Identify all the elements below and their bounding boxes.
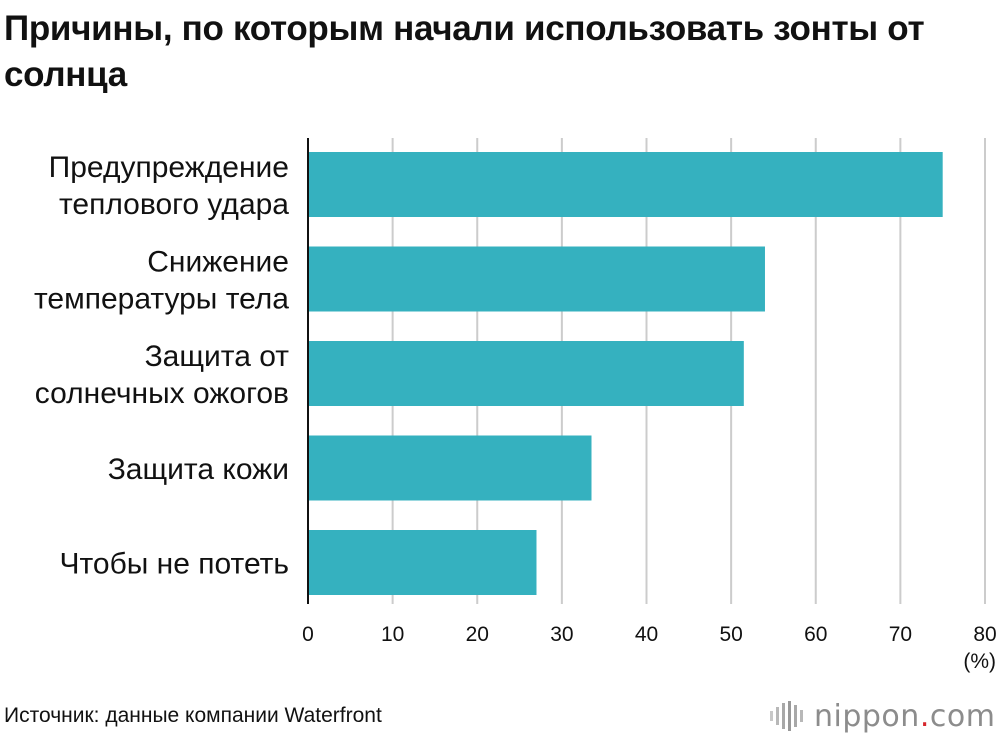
bar (308, 435, 592, 501)
bar (308, 341, 744, 406)
x-tick-label: 80 (973, 623, 996, 646)
category-label: температуры тела (34, 283, 289, 316)
category-label: солнечных ожогов (35, 377, 289, 410)
x-axis-unit: (%) (963, 650, 996, 673)
chart-title: Причины, по которым начали использовать … (4, 9, 925, 94)
x-axis-ticks: 0 10 20 30 40 50 60 70 80 (302, 623, 997, 646)
bar (308, 152, 943, 217)
bar-chart: Предупреждение теплового удара Снижение тем… (34, 138, 997, 673)
category-label: Защита от (145, 340, 290, 373)
logo-name: nippon (814, 698, 920, 734)
nippon-logo[interactable]: nippon.com (770, 696, 995, 736)
logo-tld: com (929, 698, 996, 734)
category-label: Чтобы не потеть (60, 548, 289, 581)
source-note: Источник: данные компании Waterfront (4, 704, 382, 727)
category-label: Снижение (147, 246, 289, 279)
x-tick-label: 50 (719, 623, 742, 646)
x-tick-label: 0 (302, 623, 314, 646)
bars (308, 152, 943, 595)
category-label: Защита кожи (108, 453, 289, 486)
bar (308, 530, 537, 595)
logo-wordmark: nippon.com (814, 699, 995, 734)
bar (308, 246, 765, 312)
x-tick-label: 10 (381, 623, 404, 646)
x-tick-label: 60 (804, 623, 827, 646)
x-tick-label: 20 (466, 623, 489, 646)
x-tick-label: 40 (635, 623, 658, 646)
x-tick-label: 70 (889, 623, 912, 646)
logo-dot: . (919, 698, 930, 734)
category-label: Предупреждение (49, 151, 289, 184)
category-label: теплового удара (59, 188, 289, 221)
logo-bars-icon (770, 701, 803, 731)
category-labels: Предупреждение теплового удара Снижение тем… (34, 151, 289, 581)
x-tick-label: 30 (550, 623, 573, 646)
